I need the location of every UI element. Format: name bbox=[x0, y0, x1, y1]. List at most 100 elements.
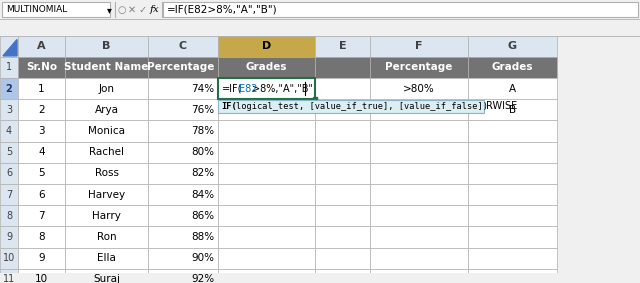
Bar bbox=[370, 226, 468, 248]
Text: B: B bbox=[102, 41, 111, 51]
Text: =IF(E82>8%,"A","B"): =IF(E82>8%,"A","B") bbox=[167, 5, 278, 15]
Bar bbox=[468, 184, 557, 205]
Text: ✕: ✕ bbox=[128, 5, 136, 15]
Text: 11: 11 bbox=[3, 274, 15, 283]
Text: fx: fx bbox=[150, 5, 160, 14]
Bar bbox=[370, 120, 468, 142]
Text: 6: 6 bbox=[38, 190, 45, 200]
Bar bbox=[65, 163, 148, 184]
Text: 10: 10 bbox=[3, 253, 15, 263]
Text: =IF(: =IF( bbox=[222, 83, 243, 94]
Bar bbox=[0, 78, 18, 99]
Bar bbox=[65, 99, 148, 120]
Bar bbox=[18, 269, 65, 283]
Bar bbox=[18, 163, 65, 184]
Text: 86%: 86% bbox=[191, 211, 214, 221]
Bar bbox=[2, 2, 110, 17]
Bar bbox=[65, 142, 148, 163]
Bar bbox=[218, 100, 484, 113]
Bar bbox=[18, 142, 65, 163]
Bar bbox=[163, 2, 638, 17]
Text: Jon: Jon bbox=[99, 83, 115, 94]
Text: 9: 9 bbox=[38, 253, 45, 263]
Text: Rachel: Rachel bbox=[89, 147, 124, 157]
Text: 4: 4 bbox=[38, 147, 45, 157]
Text: Grades: Grades bbox=[246, 63, 287, 72]
Text: 8: 8 bbox=[38, 232, 45, 242]
Bar bbox=[148, 226, 218, 248]
Bar bbox=[0, 120, 18, 142]
Text: E: E bbox=[339, 41, 346, 51]
Bar bbox=[315, 184, 370, 205]
Text: 10: 10 bbox=[35, 274, 48, 283]
Polygon shape bbox=[3, 40, 17, 56]
Text: ✓: ✓ bbox=[139, 5, 147, 15]
Bar bbox=[18, 120, 65, 142]
Bar bbox=[370, 163, 468, 184]
Bar bbox=[315, 269, 370, 283]
Bar bbox=[0, 57, 18, 78]
Bar bbox=[468, 226, 557, 248]
Bar bbox=[218, 226, 315, 248]
Text: G: G bbox=[508, 41, 517, 51]
Bar bbox=[370, 269, 468, 283]
Bar bbox=[0, 226, 18, 248]
Bar bbox=[148, 248, 218, 269]
Bar bbox=[18, 226, 65, 248]
Bar bbox=[315, 163, 370, 184]
Bar bbox=[370, 57, 468, 78]
Bar bbox=[315, 78, 370, 99]
Bar bbox=[218, 248, 315, 269]
Text: Percentage: Percentage bbox=[385, 63, 452, 72]
Text: Arya: Arya bbox=[95, 105, 118, 115]
Text: 80%: 80% bbox=[191, 147, 214, 157]
Bar bbox=[370, 205, 468, 226]
Bar bbox=[65, 269, 148, 283]
Text: Suraj: Suraj bbox=[93, 274, 120, 283]
Bar bbox=[218, 57, 315, 78]
Text: Student Name: Student Name bbox=[64, 63, 148, 72]
Text: A: A bbox=[509, 83, 516, 94]
Text: 2: 2 bbox=[6, 83, 12, 94]
Bar bbox=[0, 36, 18, 57]
Text: Ross: Ross bbox=[95, 168, 118, 178]
Bar bbox=[148, 78, 218, 99]
Bar bbox=[65, 120, 148, 142]
Text: 5: 5 bbox=[6, 147, 12, 157]
Bar bbox=[65, 57, 148, 78]
Text: IF(: IF( bbox=[221, 102, 237, 111]
Bar bbox=[18, 57, 65, 78]
Bar bbox=[18, 184, 65, 205]
Bar bbox=[315, 57, 370, 78]
Bar bbox=[468, 36, 557, 57]
Bar bbox=[370, 99, 468, 120]
Text: 84%: 84% bbox=[191, 190, 214, 200]
Text: 2: 2 bbox=[38, 105, 45, 115]
Bar bbox=[148, 99, 218, 120]
Bar bbox=[313, 97, 317, 101]
Text: ○: ○ bbox=[118, 5, 127, 15]
Text: ▾: ▾ bbox=[107, 6, 112, 16]
Bar bbox=[315, 205, 370, 226]
Bar bbox=[315, 248, 370, 269]
Bar bbox=[18, 205, 65, 226]
Text: 5: 5 bbox=[38, 168, 45, 178]
Text: 6: 6 bbox=[6, 168, 12, 178]
Text: 1: 1 bbox=[6, 63, 12, 72]
Bar bbox=[0, 0, 640, 19]
Bar bbox=[315, 99, 370, 120]
Bar bbox=[370, 184, 468, 205]
Text: D: D bbox=[262, 41, 271, 51]
Text: 78%: 78% bbox=[191, 126, 214, 136]
Bar bbox=[370, 248, 468, 269]
Bar bbox=[65, 248, 148, 269]
Bar bbox=[218, 78, 315, 99]
Bar bbox=[315, 36, 370, 57]
Bar bbox=[65, 36, 148, 57]
Text: 7: 7 bbox=[38, 211, 45, 221]
Bar bbox=[315, 226, 370, 248]
Bar bbox=[468, 78, 557, 99]
Bar bbox=[218, 99, 315, 120]
Text: 82%: 82% bbox=[191, 168, 214, 178]
Text: C: C bbox=[179, 41, 187, 51]
